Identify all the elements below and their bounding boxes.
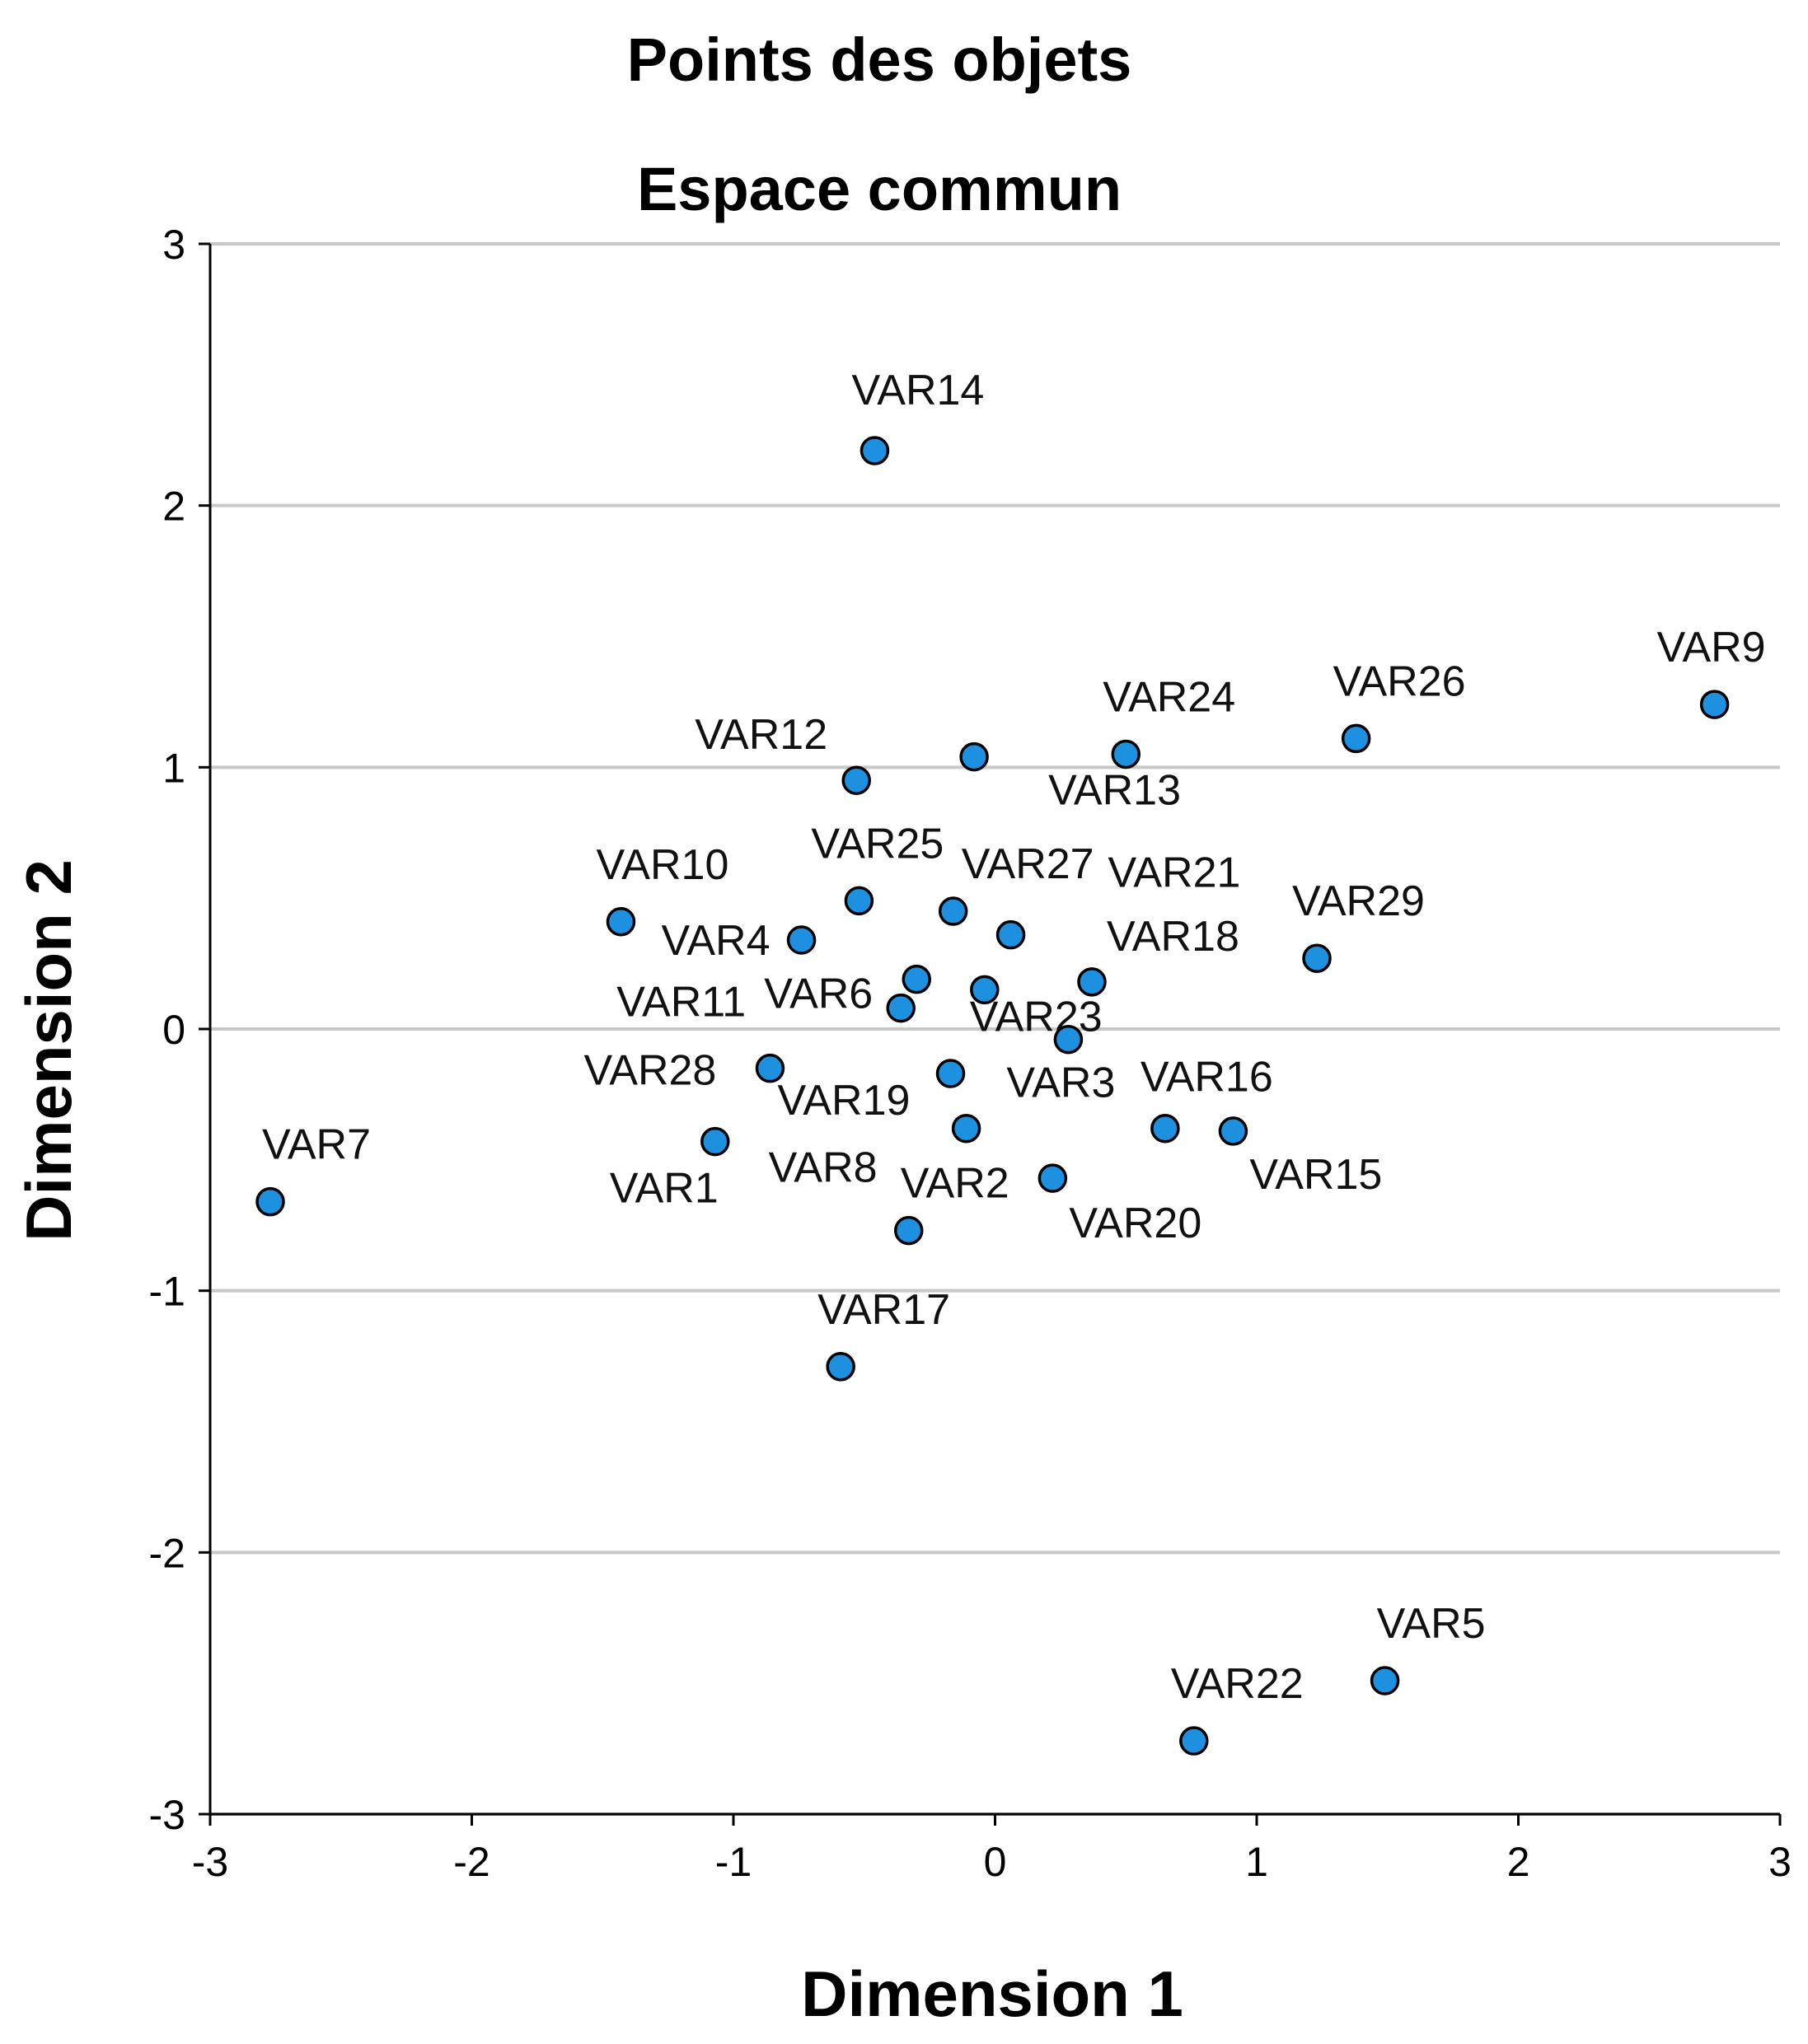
y-tick-label: -3 bbox=[149, 1792, 185, 1838]
point-label: VAR17 bbox=[817, 1286, 950, 1334]
point-label: VAR6 bbox=[764, 971, 873, 1018]
y-tick-label: 3 bbox=[162, 222, 185, 268]
chart-title: Points des objets bbox=[627, 26, 1132, 94]
point-label: VAR26 bbox=[1333, 657, 1466, 705]
point-label: VAR9 bbox=[1657, 624, 1766, 671]
chart-subtitle: Espace commun bbox=[637, 155, 1122, 223]
point-label: VAR24 bbox=[1103, 673, 1235, 721]
x-tick-label: -3 bbox=[192, 1839, 228, 1885]
point-label: VAR14 bbox=[851, 367, 984, 414]
point-label: VAR10 bbox=[596, 841, 728, 889]
point-label: VAR27 bbox=[962, 840, 1094, 888]
point-label: VAR29 bbox=[1292, 877, 1425, 925]
x-tick-label: -1 bbox=[715, 1839, 752, 1885]
x-tick-label: 3 bbox=[1768, 1839, 1792, 1885]
x-tick-label: 2 bbox=[1507, 1839, 1530, 1885]
point-label: VAR19 bbox=[778, 1077, 911, 1125]
y-tick-labels: 3 2 1 0 -1 -2 -3 bbox=[149, 222, 185, 1838]
data-points bbox=[255, 436, 1730, 1756]
x-tick-label: -2 bbox=[453, 1839, 489, 1885]
data-point bbox=[844, 886, 874, 916]
x-tick-label: 0 bbox=[984, 1839, 1007, 1885]
y-tick-label: -2 bbox=[149, 1530, 185, 1576]
data-point bbox=[1370, 1666, 1400, 1696]
data-point bbox=[1111, 739, 1141, 769]
point-label: VAR18 bbox=[1107, 913, 1239, 961]
y-axis-title: Dimension 2 bbox=[12, 859, 85, 1242]
y-tick-label: -1 bbox=[149, 1269, 185, 1315]
point-label: VAR25 bbox=[811, 820, 944, 868]
point-label: VAR8 bbox=[769, 1144, 878, 1192]
x-tick-label: 1 bbox=[1245, 1839, 1268, 1885]
data-point bbox=[893, 1215, 924, 1246]
point-label: VAR13 bbox=[1048, 767, 1181, 815]
data-point bbox=[970, 975, 1000, 1005]
point-label: VAR11 bbox=[616, 979, 746, 1027]
point-label: VAR28 bbox=[583, 1047, 716, 1095]
data-point bbox=[995, 919, 1026, 950]
data-point bbox=[959, 741, 989, 772]
data-point bbox=[938, 896, 968, 926]
data-point bbox=[826, 1352, 855, 1382]
data-point bbox=[951, 1113, 981, 1144]
data-point bbox=[1150, 1113, 1180, 1144]
point-label: VAR5 bbox=[1377, 1600, 1486, 1648]
data-point bbox=[860, 436, 890, 465]
data-point bbox=[786, 925, 817, 955]
point-label: VAR21 bbox=[1108, 849, 1241, 897]
x-axis-title: Dimension 1 bbox=[801, 1957, 1183, 2030]
data-point bbox=[1179, 1726, 1209, 1756]
point-label: VAR22 bbox=[1171, 1660, 1304, 1708]
data-point bbox=[1077, 967, 1107, 997]
point-label: VAR3 bbox=[1006, 1059, 1115, 1107]
data-point bbox=[255, 1186, 285, 1217]
data-point bbox=[886, 993, 916, 1023]
point-label: VAR16 bbox=[1141, 1054, 1273, 1102]
data-point bbox=[700, 1126, 730, 1157]
data-point bbox=[606, 907, 636, 937]
data-point bbox=[755, 1053, 785, 1083]
y-tick-label: 2 bbox=[162, 484, 185, 530]
x-tick-labels: -3 -2 -1 0 1 2 3 bbox=[192, 1839, 1792, 1885]
data-point bbox=[902, 964, 931, 994]
axes bbox=[199, 242, 1782, 1826]
y-tick-label: 1 bbox=[162, 745, 185, 791]
point-label: VAR20 bbox=[1069, 1200, 1201, 1247]
point-label: VAR12 bbox=[695, 711, 827, 759]
data-point bbox=[841, 765, 871, 795]
data-point bbox=[1037, 1163, 1068, 1193]
point-label: VAR15 bbox=[1249, 1151, 1382, 1199]
data-point bbox=[935, 1059, 966, 1088]
point-label: VAR7 bbox=[262, 1121, 371, 1169]
data-point bbox=[1302, 943, 1332, 973]
point-label: VAR2 bbox=[901, 1160, 1009, 1208]
data-point bbox=[1699, 690, 1730, 719]
data-point bbox=[1341, 723, 1371, 754]
data-point bbox=[1053, 1024, 1084, 1055]
point-label: VAR4 bbox=[662, 917, 771, 965]
data-point bbox=[1218, 1116, 1248, 1146]
point-label: VAR1 bbox=[610, 1165, 719, 1213]
point-labels: VAR14 VAR9 VAR26 VAR24 VAR13 VAR12 VAR10 VAR25 V… bbox=[262, 367, 1766, 1708]
y-tick-label: 0 bbox=[162, 1007, 185, 1053]
